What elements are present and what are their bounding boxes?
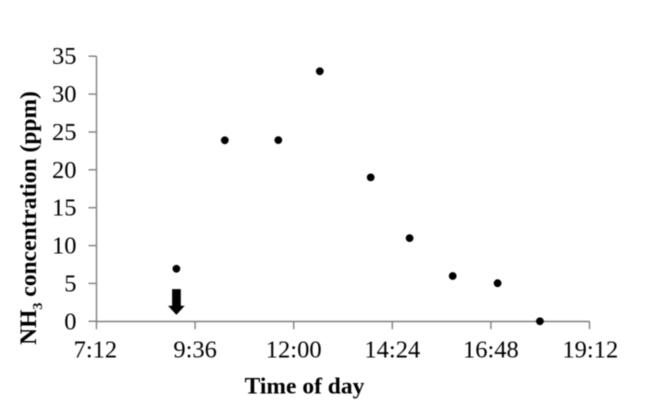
svg-text:5: 5 [64, 270, 76, 297]
svg-text:20: 20 [52, 157, 77, 184]
svg-text:10: 10 [52, 233, 77, 260]
svg-text:7:12: 7:12 [74, 337, 118, 364]
svg-text:15: 15 [52, 195, 77, 222]
svg-text:25: 25 [52, 119, 77, 146]
svg-text:30: 30 [52, 81, 77, 108]
svg-text:9:36: 9:36 [173, 337, 217, 364]
svg-text:12:00: 12:00 [266, 337, 322, 364]
svg-text:16:48: 16:48 [463, 337, 519, 364]
svg-text:Time of day: Time of day [245, 373, 365, 399]
svg-text:14:24: 14:24 [364, 337, 420, 364]
svg-text:0: 0 [64, 308, 76, 335]
svg-text:NH3 concentration (ppm): NH3 concentration (ppm) [16, 91, 46, 345]
svg-text:35: 35 [52, 43, 77, 70]
svg-text:19:12: 19:12 [562, 337, 618, 364]
